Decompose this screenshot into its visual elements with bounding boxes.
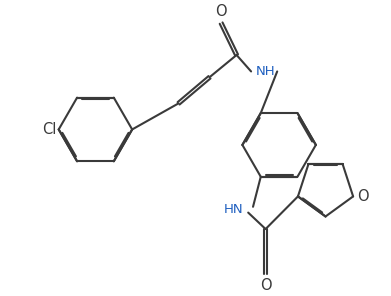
Text: HN: HN (224, 203, 243, 216)
Text: O: O (260, 278, 271, 293)
Text: Cl: Cl (42, 122, 57, 137)
Text: O: O (215, 4, 227, 19)
Text: NH: NH (256, 65, 276, 78)
Text: O: O (357, 189, 369, 204)
